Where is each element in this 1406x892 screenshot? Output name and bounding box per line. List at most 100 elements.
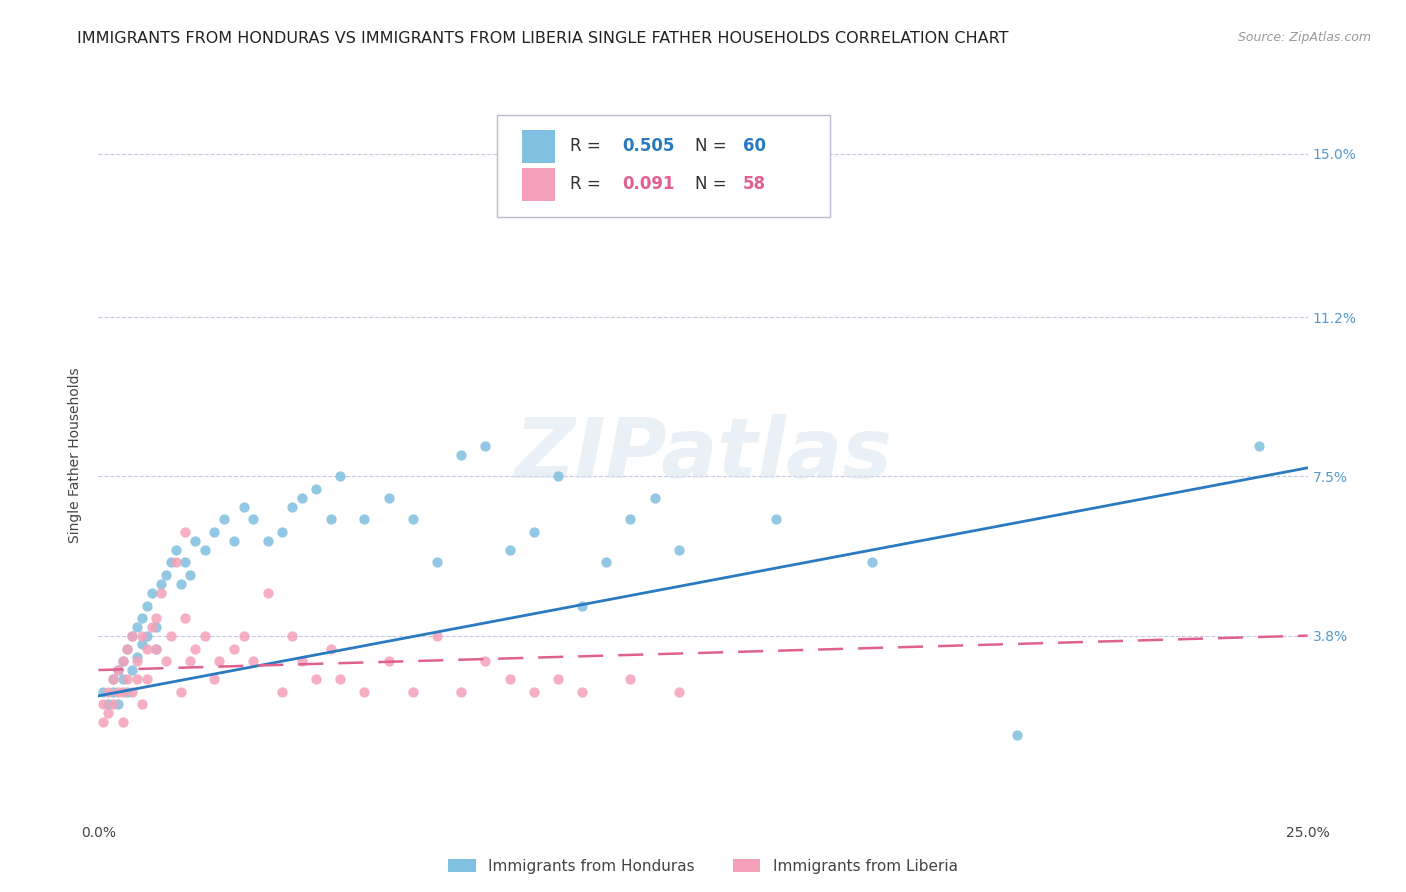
Point (426, 629, 449, 643)
Point (145, 641, 167, 656)
Point (127, 655, 149, 669)
Point (305, 672, 328, 686)
Point (184, 641, 207, 656)
Text: 60: 60 (742, 137, 766, 155)
Point (135, 641, 157, 656)
Point (150, 585, 173, 599)
Point (117, 672, 139, 686)
Point (547, 672, 569, 686)
Point (377, 655, 399, 669)
Point (141, 620, 163, 634)
Point (101, 672, 124, 686)
Point (169, 577, 191, 591)
Point (117, 684, 139, 698)
Point (668, 684, 690, 698)
Point (426, 556, 449, 570)
Point (329, 469, 352, 483)
Text: N =: N = (695, 176, 731, 194)
Text: N =: N = (695, 137, 731, 155)
Text: R =: R = (569, 176, 606, 194)
Legend: Immigrants from Honduras, Immigrants from Liberia: Immigrants from Honduras, Immigrants fro… (443, 853, 963, 880)
Point (523, 684, 546, 698)
Point (222, 641, 245, 656)
Text: ZIPatlas: ZIPatlas (515, 415, 891, 495)
Point (169, 684, 191, 698)
Point (111, 655, 134, 669)
Point (290, 491, 312, 505)
Point (571, 599, 593, 613)
Point (117, 641, 139, 656)
Point (256, 533, 278, 548)
Point (97, 684, 120, 698)
Point (319, 641, 342, 656)
Text: Source: ZipAtlas.com: Source: ZipAtlas.com (1237, 31, 1371, 45)
Point (121, 684, 143, 698)
Point (319, 512, 342, 526)
Point (194, 629, 217, 643)
Point (547, 469, 569, 483)
Point (232, 629, 254, 643)
Point (450, 684, 472, 698)
Point (305, 483, 328, 497)
Point (212, 512, 235, 526)
Point (377, 491, 399, 505)
Point (127, 620, 149, 634)
Point (145, 620, 167, 634)
Point (107, 663, 129, 677)
Point (97, 706, 120, 720)
Point (145, 641, 167, 656)
Text: 0.091: 0.091 (621, 176, 675, 194)
Point (141, 585, 163, 599)
Point (165, 556, 187, 570)
Point (474, 655, 496, 669)
Point (150, 577, 173, 591)
Point (155, 655, 177, 669)
Point (107, 684, 129, 698)
Point (860, 556, 883, 570)
Point (135, 599, 157, 613)
Point (91, 698, 114, 712)
Point (256, 585, 278, 599)
Text: 58: 58 (742, 176, 766, 194)
Point (1249, 439, 1271, 453)
Point (179, 655, 201, 669)
Point (131, 637, 153, 651)
Point (111, 672, 134, 686)
Point (121, 629, 143, 643)
Point (131, 698, 153, 712)
Point (619, 512, 641, 526)
Point (668, 542, 690, 557)
Point (111, 655, 134, 669)
Point (208, 655, 231, 669)
Point (402, 512, 425, 526)
Point (644, 491, 666, 505)
Point (174, 525, 197, 540)
Point (281, 500, 304, 514)
Point (498, 542, 520, 557)
Point (571, 684, 593, 698)
Point (117, 641, 139, 656)
Point (242, 655, 264, 669)
Point (271, 525, 294, 540)
Point (91, 714, 114, 729)
Point (595, 556, 617, 570)
FancyBboxPatch shape (498, 115, 830, 218)
Point (111, 714, 134, 729)
Point (353, 684, 375, 698)
Point (174, 611, 197, 625)
Point (281, 629, 304, 643)
Text: IMMIGRANTS FROM HONDURAS VS IMMIGRANTS FROM LIBERIA SINGLE FATHER HOUSEHOLDS COR: IMMIGRANTS FROM HONDURAS VS IMMIGRANTS F… (77, 31, 1010, 46)
Point (450, 448, 472, 462)
Point (232, 500, 254, 514)
Point (111, 684, 134, 698)
Point (204, 525, 226, 540)
Point (135, 629, 157, 643)
Point (1007, 728, 1029, 742)
Point (131, 611, 153, 625)
Point (242, 512, 264, 526)
Point (194, 542, 217, 557)
Point (353, 512, 375, 526)
Point (290, 655, 312, 669)
Point (127, 650, 149, 665)
Point (474, 439, 496, 453)
